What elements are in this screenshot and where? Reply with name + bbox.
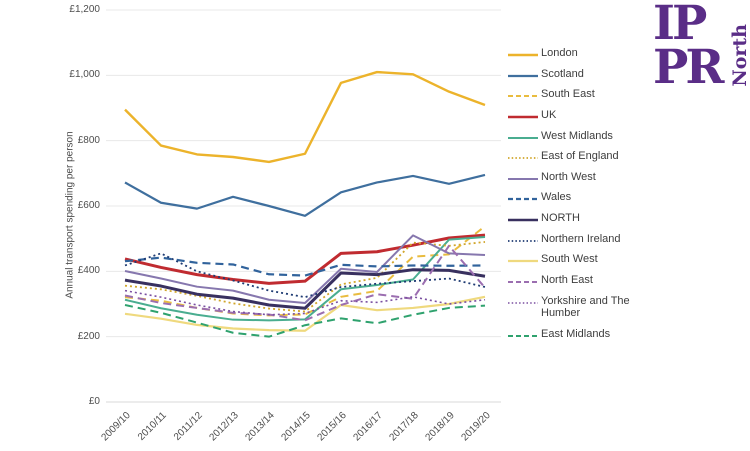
legend-label-london: London (541, 47, 578, 59)
legend-label-wales: Wales (541, 191, 572, 204)
logo-vertical-text: North (729, 24, 750, 87)
series-line-north-west (124, 234, 486, 305)
legend-item-east-of-england: East of England (508, 150, 648, 163)
legend-item-north-west: North West (508, 171, 648, 184)
legend-label-yorkshire-and-the-humber: Yorkshire and The Humber (541, 294, 630, 320)
legend-item-south-west: South West (508, 253, 648, 266)
legend-item-wales: Wales (508, 191, 648, 204)
legend-label-north: NORTH (541, 212, 580, 225)
logo-line1: IP (653, 0, 707, 51)
legend-label-northern-ireland: Northern Ireland (541, 232, 621, 245)
series-line-south-east (124, 225, 486, 317)
legend-item-yorkshire-and-the-humber: Yorkshire and The Humber (508, 295, 648, 320)
legend-swatch-south-east (508, 95, 538, 98)
y-tick-label: £1,200 (69, 4, 100, 15)
series-line-north-east (124, 244, 486, 322)
legend-item-north-east: North East (508, 274, 648, 287)
legend-swatch-north-east (508, 281, 538, 284)
legend-swatch-north (508, 218, 538, 222)
series-line-east-midlands (124, 304, 486, 338)
y-tick-label: £600 (77, 200, 100, 211)
series-line-wales (124, 256, 486, 277)
legend-label-east-of-england: East of England (541, 150, 619, 163)
legend-label-scotland: Scotland (541, 67, 584, 80)
series-line-north (124, 268, 486, 310)
legend-item-uk: UK (508, 109, 648, 122)
y-tick-label: £1,000 (69, 69, 100, 81)
legend-item-west-midlands: West Midlands (508, 130, 648, 143)
series-line-south-west (124, 295, 486, 332)
series-line-yorkshire-and-the-humber (124, 289, 486, 316)
series-line-london (124, 70, 486, 164)
ippr-north-logo: IP PR North (653, 0, 750, 104)
legend: London Scotland South East UK West Midlands E… (508, 47, 648, 349)
legend-item-south-east: South East (508, 88, 648, 101)
y-tick-label: £200 (77, 330, 100, 342)
legend-label-west-midlands: West Midlands (541, 129, 613, 142)
logo-letters: IP PR (653, 0, 748, 95)
legend-label-south-west: South West (541, 253, 598, 266)
legend-label-uk: UK (541, 108, 557, 121)
series-line-east-of-england (124, 241, 486, 313)
legend-swatch-yorkshire-and-the-humber (508, 301, 538, 304)
y-tick-label: £0 (88, 396, 100, 407)
y-tick-label: £400 (77, 265, 100, 277)
series-line-scotland (124, 173, 486, 217)
legend-swatch-northern-ireland (508, 239, 538, 242)
legend-swatch-south-west (508, 260, 538, 263)
legend-swatch-east-of-england (508, 157, 538, 160)
legend-label-north-west: North West (541, 170, 596, 183)
legend-label-north-east: North East (541, 274, 593, 287)
legend-swatch-london (508, 53, 538, 57)
legend-swatch-scotland (508, 74, 538, 77)
legend-label-east-midlands: East Midlands (541, 327, 611, 340)
legend-label-south-east: South East (541, 88, 595, 101)
legend-swatch-wales (508, 198, 538, 201)
legend-swatch-east-midlands (508, 334, 538, 337)
legend-swatch-west-midlands (508, 136, 538, 139)
legend-item-east-midlands: East Midlands (508, 328, 648, 341)
legend-item-north: NORTH (508, 212, 648, 225)
legend-item-northern-ireland: Northern Ireland (508, 233, 648, 246)
legend-swatch-north-west (508, 177, 538, 180)
legend-item-london: London (508, 47, 648, 60)
legend-swatch-uk (508, 115, 538, 119)
y-tick-label: £800 (77, 134, 100, 146)
logo-line2: PR (653, 39, 724, 95)
legend-item-scotland: Scotland (508, 68, 648, 81)
